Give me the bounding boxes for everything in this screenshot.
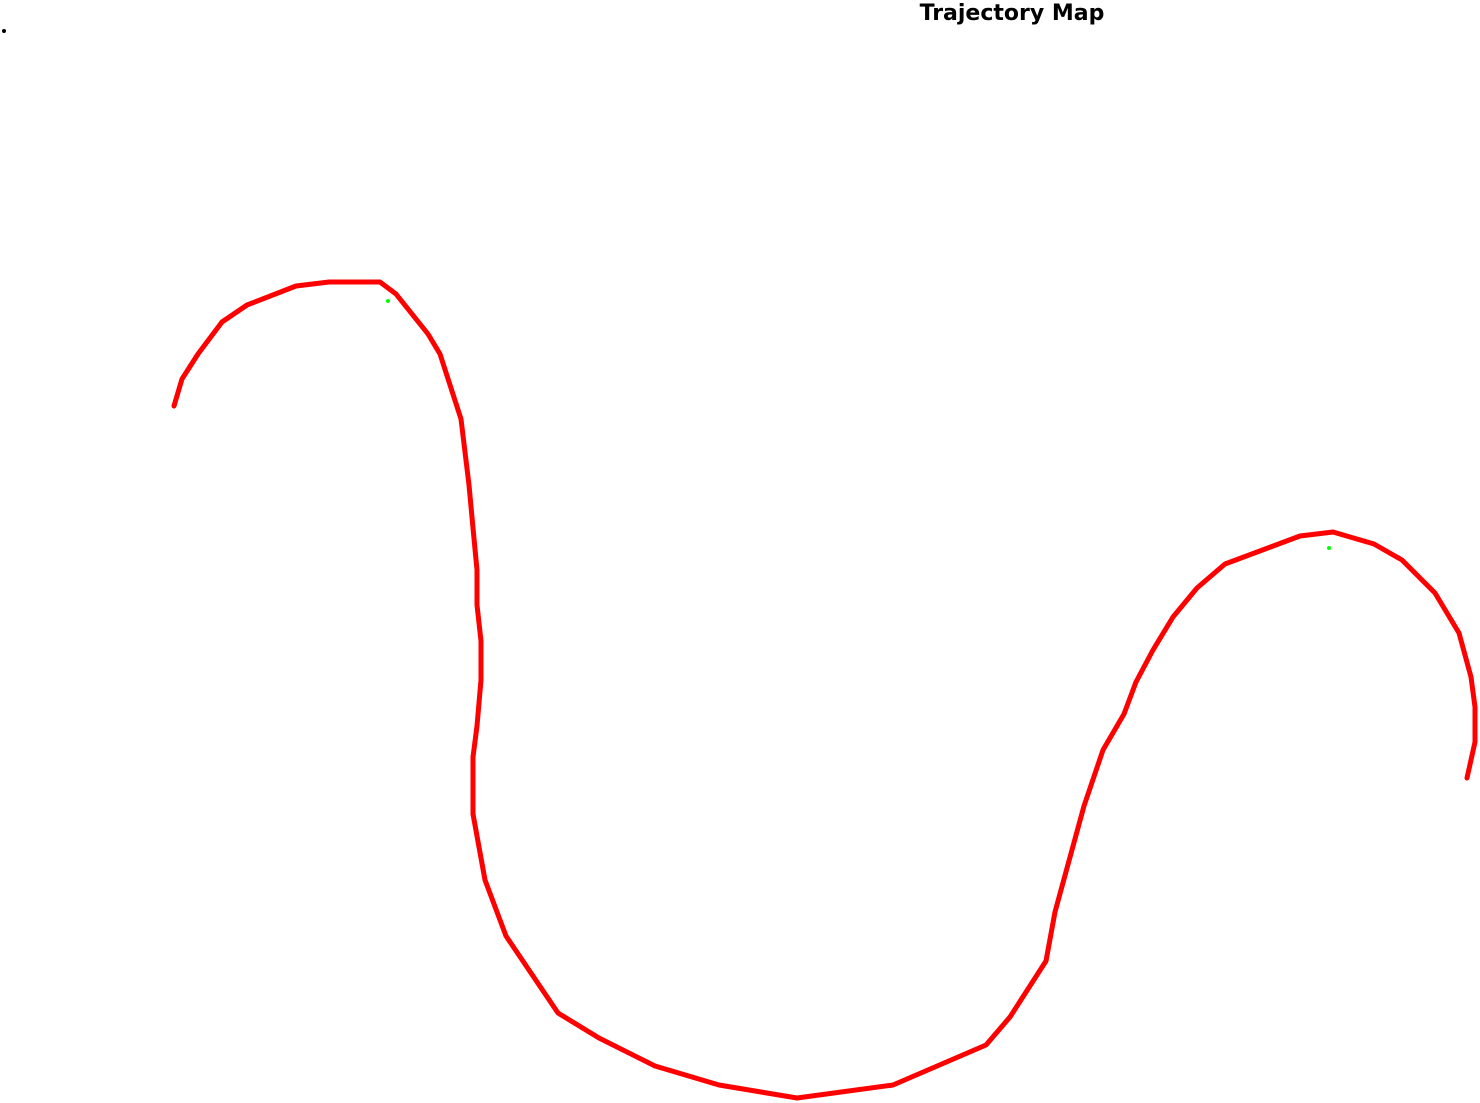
trajectory-marker-1 [1327,546,1331,550]
trajectory-marker-2 [2,29,6,33]
trajectory-line-0 [171,279,1478,1101]
series-layer [171,279,1478,1101]
chart-title: Trajectory Map [920,1,1105,26]
trajectory-marker-0 [386,299,390,303]
marker-layer [2,29,1331,550]
